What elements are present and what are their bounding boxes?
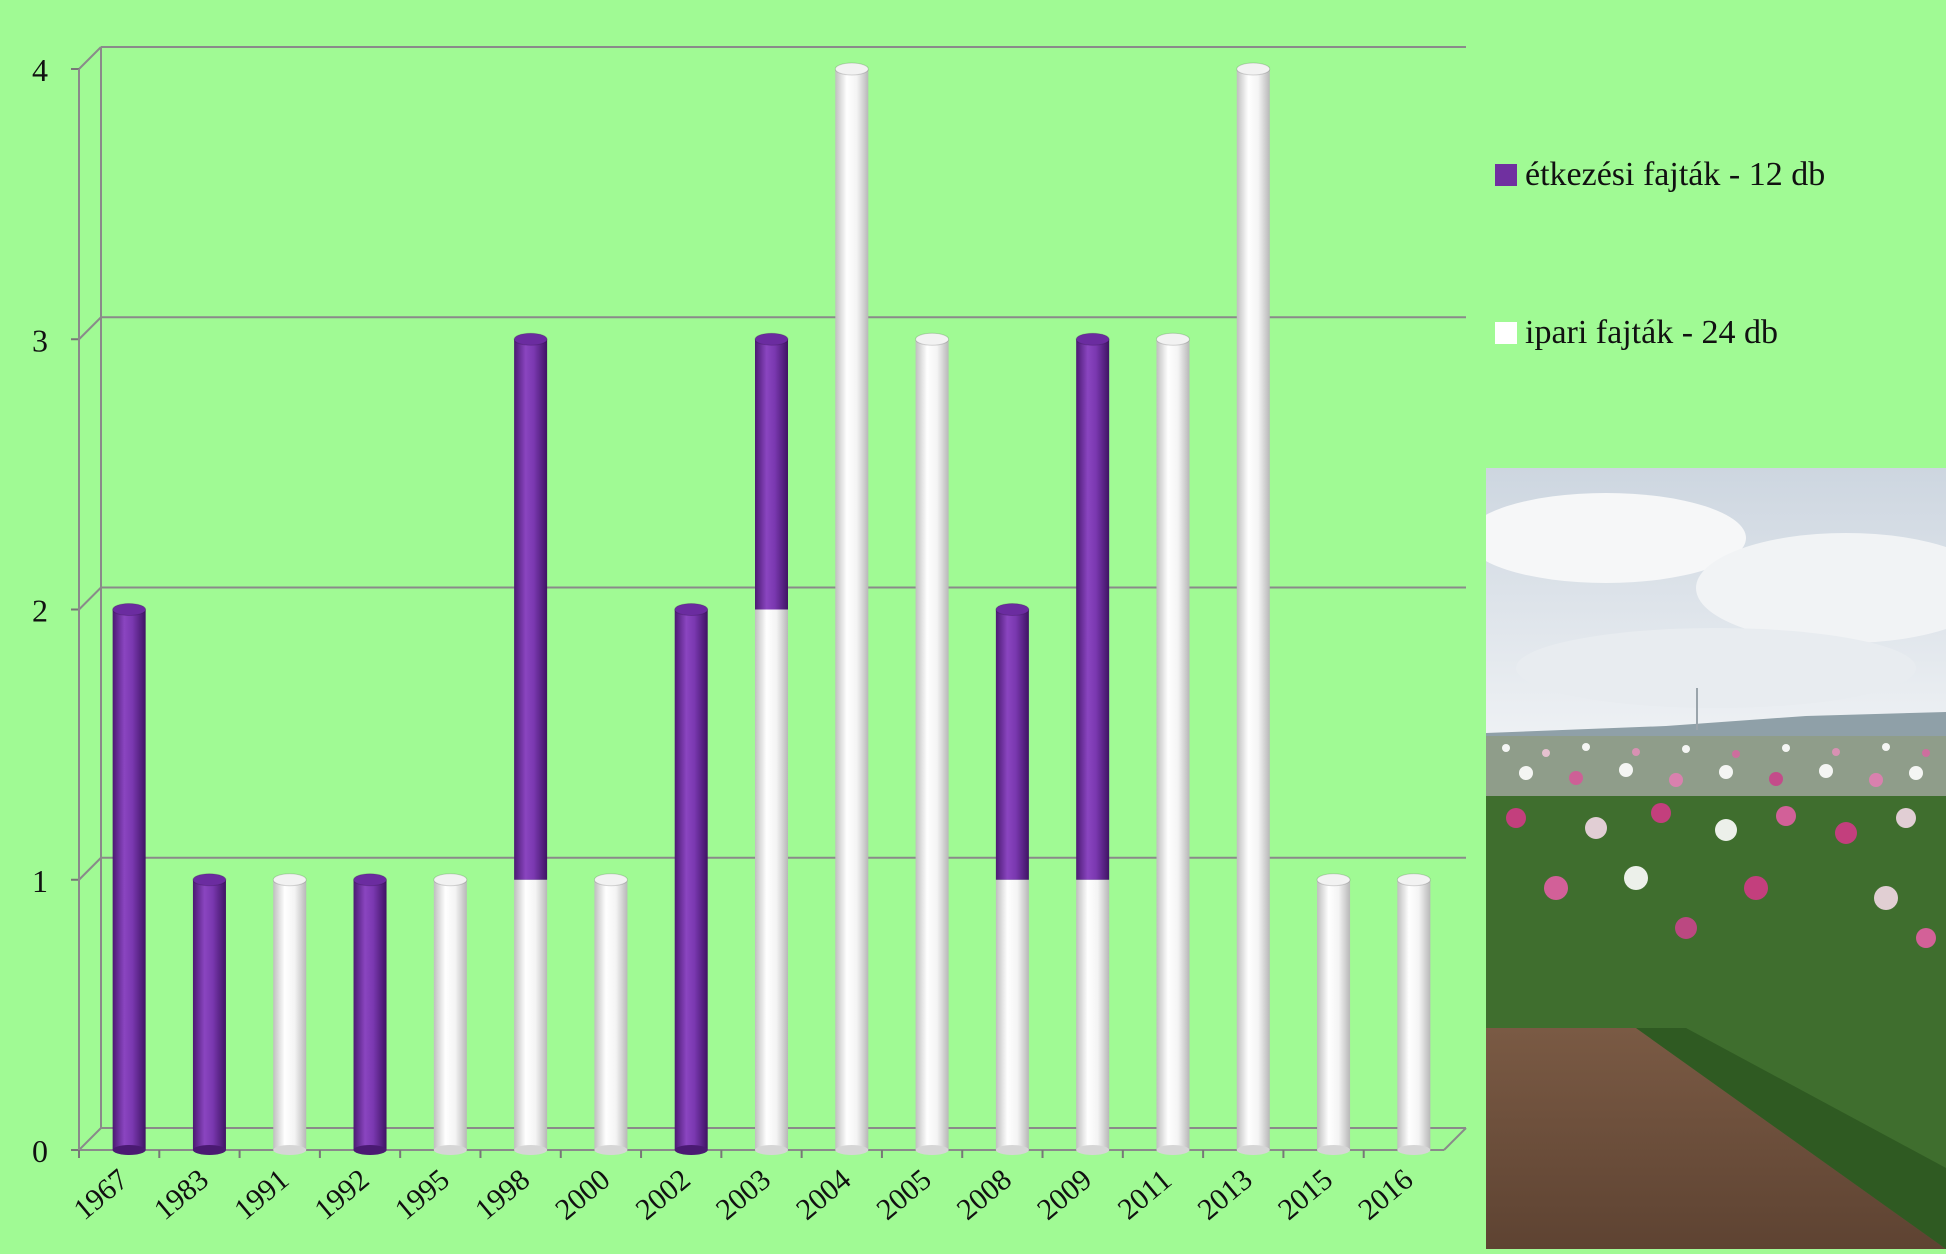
- bar-base: [1236, 1145, 1270, 1155]
- y-tick-label: 0: [32, 1133, 48, 1169]
- gridline-depth: [78, 46, 102, 70]
- bar-segment: [1397, 879, 1431, 1150]
- y-tick-label: 1: [32, 863, 48, 899]
- bar-cap: [1396, 873, 1431, 887]
- x-tick-label: 2005: [870, 1163, 937, 1227]
- bar-cap: [112, 603, 147, 616]
- legend-swatch-purple: [1495, 164, 1517, 186]
- bar-base: [594, 1145, 628, 1155]
- bar-segment: [192, 879, 226, 1150]
- x-tick-label: 2000: [549, 1163, 616, 1227]
- bar-base: [835, 1145, 869, 1155]
- bar-base: [192, 1145, 226, 1155]
- bar-base: [995, 1145, 1029, 1155]
- y-tick-label: 4: [32, 52, 48, 88]
- bar-segment: [594, 879, 628, 1150]
- bar-base: [1317, 1145, 1351, 1155]
- bar-cap: [1316, 873, 1351, 887]
- bar-base: [915, 1145, 949, 1155]
- x-tick-label: 2002: [630, 1163, 697, 1227]
- bar-segment: [835, 69, 869, 1150]
- legend-label: ipari fajták - 24 db: [1525, 314, 1779, 351]
- bar-base: [674, 1145, 708, 1155]
- bar-segment: [1076, 879, 1110, 1150]
- bar-cap: [915, 332, 950, 346]
- bar-segment: [514, 879, 548, 1150]
- bar-cap: [272, 873, 307, 887]
- x-tick-label: 2008: [951, 1163, 1018, 1227]
- bar-cap: [433, 873, 468, 887]
- gridline-depth: [78, 857, 102, 881]
- bar-segment: [995, 609, 1029, 880]
- bar-base: [755, 1145, 788, 1155]
- legend-label: étkezési fajták - 12 db: [1525, 156, 1826, 193]
- bar-base: [1076, 1145, 1110, 1155]
- legend-item-ipari: ipari fajták - 24 db: [1495, 308, 1935, 358]
- bar-segment: [1156, 339, 1190, 1150]
- x-tick-label: 1998: [469, 1163, 536, 1227]
- y-tick-label: 3: [32, 322, 48, 358]
- x-tick-label: 2009: [1031, 1163, 1098, 1227]
- bar-cap: [1236, 62, 1271, 76]
- bar-base: [514, 1145, 548, 1155]
- bar-segment: [514, 339, 548, 880]
- bar-segment: [433, 879, 467, 1150]
- x-tick-label: 1991: [228, 1163, 295, 1227]
- bar-segment: [353, 879, 387, 1150]
- bar-base: [1156, 1145, 1190, 1155]
- bar-segment: [995, 879, 1029, 1150]
- x-tick-label: 1983: [148, 1163, 215, 1227]
- y-tick-label: 2: [32, 593, 48, 629]
- bar-segment: [755, 609, 788, 1150]
- x-axis-depth: [1443, 1127, 1467, 1151]
- legend-item-etkezesi: étkezési fajták - 12 db: [1495, 150, 1935, 200]
- bar-base: [353, 1145, 387, 1155]
- bar-cap: [1155, 332, 1190, 346]
- bar-base: [433, 1145, 467, 1155]
- bar-cap: [593, 873, 628, 887]
- bar-segment: [915, 339, 949, 1150]
- gridline-depth: [78, 586, 102, 611]
- bar-cap: [192, 873, 227, 887]
- bar-segment: [1317, 879, 1351, 1150]
- poppy-field-photo: [1486, 468, 1946, 1249]
- x-tick-label: 2011: [1112, 1163, 1178, 1226]
- bar-segment: [674, 609, 708, 1150]
- bar-segment: [1236, 69, 1270, 1150]
- bar-cap: [754, 332, 789, 346]
- bar-cap: [674, 603, 709, 616]
- x-tick-label: 2015: [1272, 1163, 1339, 1227]
- bar-layer: [112, 62, 1431, 1155]
- bar-cap: [353, 873, 388, 887]
- bar-cap: [513, 332, 548, 346]
- gridline-depth: [78, 316, 102, 340]
- x-tick-label: 2013: [1192, 1163, 1259, 1227]
- bar-base: [1397, 1145, 1431, 1155]
- bar-cap: [995, 603, 1030, 616]
- bar-segment: [1076, 339, 1110, 880]
- x-tick-label: 1992: [308, 1163, 375, 1227]
- bar-cap: [834, 62, 869, 76]
- bar-base: [112, 1145, 146, 1155]
- bar-segment: [755, 339, 788, 610]
- x-tick-label: 2004: [790, 1163, 857, 1227]
- bar-segment: [112, 609, 146, 1150]
- x-tick-label: 2016: [1352, 1163, 1419, 1227]
- poppy-field-image: [1486, 468, 1946, 1249]
- bar-segment: [273, 879, 307, 1150]
- legend: étkezési fajták - 12 db ipari fajták - 2…: [1495, 150, 1935, 466]
- legend-swatch-white: [1495, 322, 1517, 344]
- bar-cap: [1075, 332, 1110, 346]
- x-tick-label: 2003: [710, 1163, 777, 1227]
- bar-base: [273, 1145, 307, 1155]
- x-tick-label: 1995: [389, 1163, 456, 1227]
- x-tick-label: 1967: [67, 1163, 134, 1227]
- gridline-depth: [78, 1127, 102, 1151]
